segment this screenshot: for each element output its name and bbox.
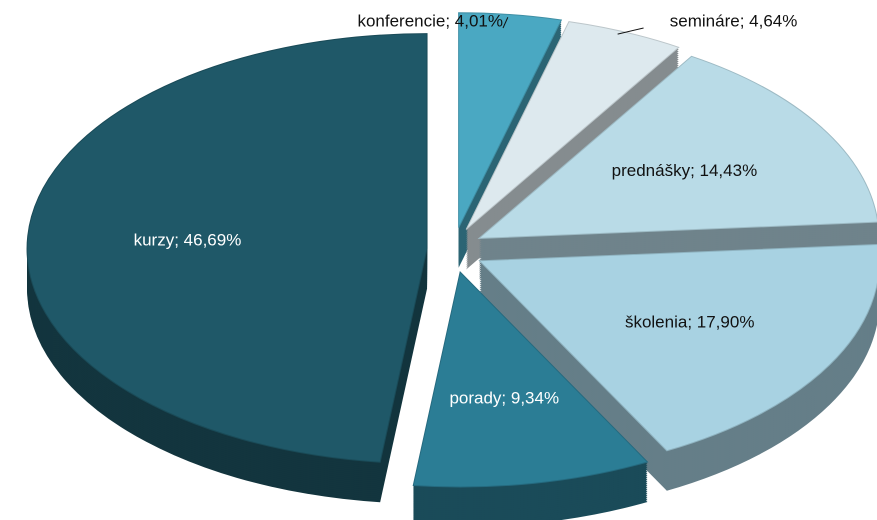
- slice: [412, 271, 649, 488]
- data-label: kurzy; 46,69%: [134, 231, 242, 250]
- data-label: porady; 9,34%: [449, 388, 559, 407]
- data-label: školenia; 17,90%: [625, 313, 754, 332]
- data-label: konferencie; 4,01%: [357, 11, 503, 30]
- leader-line: [617, 27, 644, 35]
- slice: [26, 33, 428, 463]
- leader-line: [502, 17, 509, 29]
- slice: [477, 55, 877, 239]
- slice: [458, 12, 563, 229]
- data-label: prednášky; 14,43%: [612, 161, 758, 180]
- data-label: semináre; 4,64%: [670, 11, 798, 30]
- slice: [478, 244, 877, 452]
